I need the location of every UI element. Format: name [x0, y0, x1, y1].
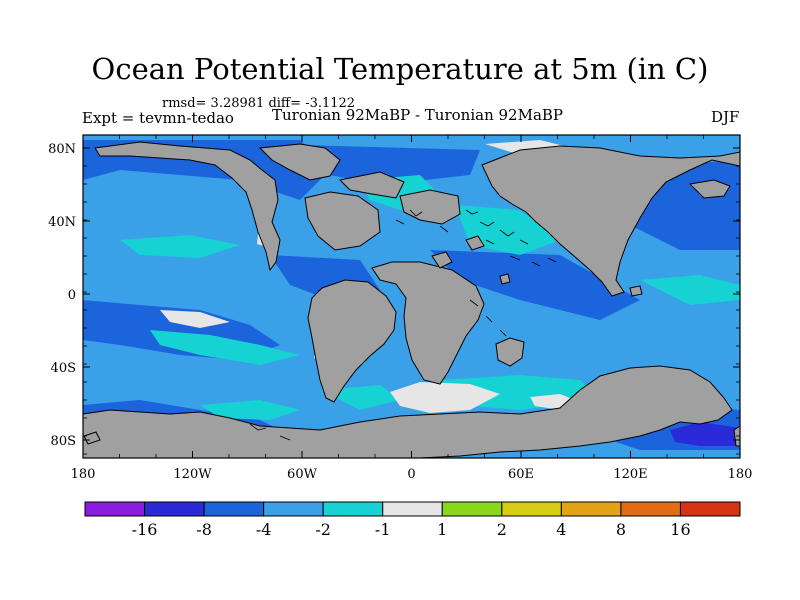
colorbar-swatch — [382, 501, 443, 517]
experiment-label: Expt = tevmn-tedao — [82, 109, 234, 127]
axis-ticks — [82, 135, 741, 458]
land-masses — [83, 141, 740, 458]
colorbar-swatch — [620, 501, 681, 517]
season-label: DJF — [711, 108, 740, 126]
colorbar-label: 16 — [670, 520, 690, 539]
latitude-labels: 80N 40N 0 40S 80S — [48, 142, 76, 449]
map-title: Ocean Potential Temperature at 5m (in C) — [91, 52, 709, 86]
archipelago-coastlines — [249, 209, 557, 441]
colorbar-swatch — [322, 501, 384, 517]
colorbar-swatch — [144, 501, 205, 517]
colorbar-label: -8 — [196, 520, 212, 539]
colorbar-swatch — [203, 501, 265, 517]
colorbar-label: 8 — [616, 520, 626, 539]
stats-text: rmsd= 3.28981 diff= -3.1122 — [162, 96, 356, 111]
colorbar-swatch — [560, 501, 622, 517]
colorbar-swatch — [441, 501, 503, 517]
lon-label: 180 — [71, 467, 96, 482]
lon-label: 0 — [407, 467, 415, 482]
lon-label: 180 — [728, 467, 753, 482]
colorbar-label: -4 — [256, 520, 272, 539]
colorbar-label: -1 — [375, 520, 391, 539]
longitude-labels: 180 120W 60W 0 60E 120E 180 — [71, 467, 753, 482]
lat-label: 40S — [51, 361, 76, 376]
colorbar-label: 2 — [497, 520, 507, 539]
run-label: Turonian 92MaBP - Turonian 92MaBP — [272, 106, 564, 124]
lon-label: 120W — [173, 467, 212, 482]
lat-label: 0 — [68, 288, 76, 303]
colorbar-swatch — [679, 501, 741, 517]
lon-label: 60W — [287, 467, 318, 482]
colorbar-label: 1 — [437, 520, 447, 539]
strong-cold-regions — [670, 422, 740, 446]
lat-label: 80S — [51, 434, 76, 449]
colorbar-label: -16 — [132, 520, 158, 539]
colorbar-swatch — [263, 501, 324, 517]
colorbar-label: -2 — [315, 520, 331, 539]
lat-label: 80N — [48, 142, 76, 157]
lat-label: 40N — [48, 215, 76, 230]
lon-label: 120E — [613, 467, 647, 482]
colorbar-label: 4 — [556, 520, 566, 539]
colorbar-labels: -16 -8 -4 -2 -1 1 2 4 8 16 — [132, 520, 691, 539]
colorbar-swatch — [501, 501, 562, 517]
map-area — [83, 135, 740, 458]
colorbar-swatch — [84, 501, 146, 517]
colorbar — [84, 501, 741, 517]
lon-label: 60E — [508, 467, 534, 482]
